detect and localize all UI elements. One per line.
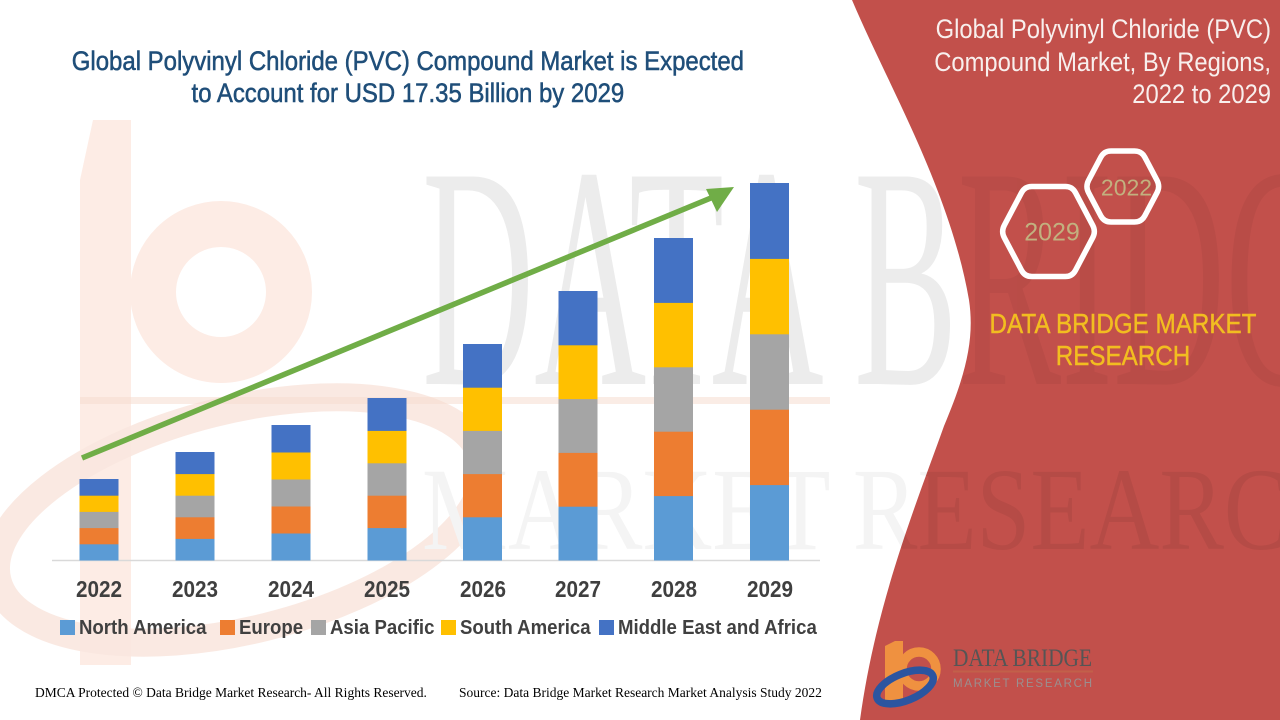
svg-text:2022: 2022 xyxy=(1101,175,1152,201)
svg-text:2029: 2029 xyxy=(1024,219,1080,247)
svg-text:MARKET RESEARCH: MARKET RESEARCH xyxy=(953,678,1092,690)
svg-text:DATA BRIDGE: DATA BRIDGE xyxy=(953,645,1092,672)
